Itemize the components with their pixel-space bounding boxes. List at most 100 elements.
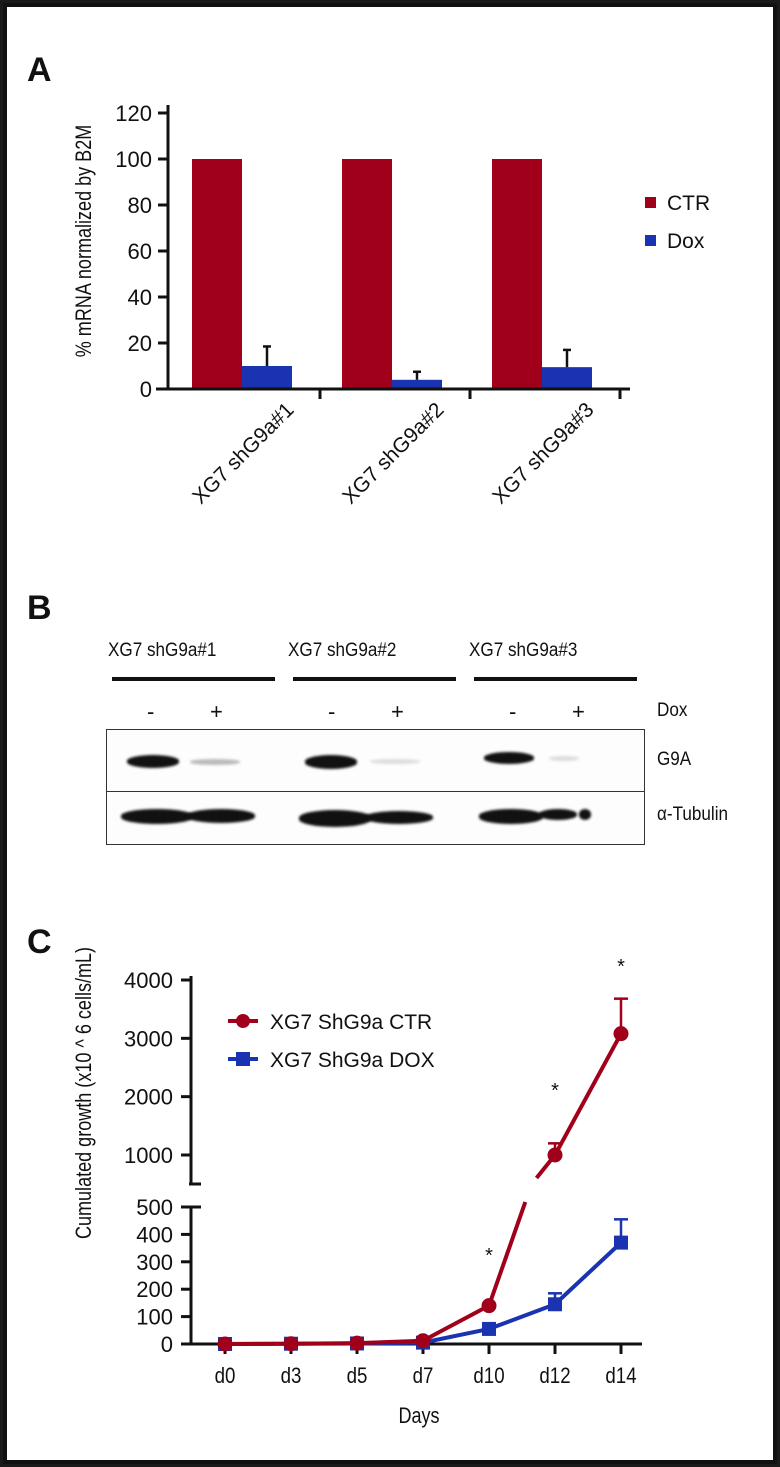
x-tick-label: d7 [413, 1365, 434, 1389]
lane-sign-5: - [509, 699, 517, 724]
significance-asterisk: * [551, 1080, 559, 1102]
legend: CTR Dox [645, 192, 710, 253]
y-tick-label: 400 [136, 1222, 173, 1247]
band [370, 759, 420, 764]
band [187, 809, 255, 823]
legend-swatch [645, 235, 656, 246]
x-tick-label: d10 [473, 1365, 504, 1389]
data-point [614, 1235, 628, 1250]
y-tick-label: 80 [128, 193, 152, 218]
significance-markers: * * * [485, 956, 625, 1267]
legend-label: CTR [667, 192, 710, 215]
y-axis-label: Cumulated growth (x10 ^ 6 cells/mL) [72, 947, 96, 1239]
bar-ctr [192, 159, 242, 389]
y-tick-label: 4000 [124, 968, 173, 993]
bar-chart-mrna: % mRNA normalized by B2M 0 20 40 60 80 100 120… [72, 101, 710, 509]
lane-sign-3: - [328, 699, 336, 724]
y-tick-label: 60 [128, 239, 152, 264]
y-tick-label: 3000 [124, 1026, 173, 1051]
legend-label: XG7 ShG9a CTR [270, 1011, 432, 1034]
legend-swatch [645, 197, 656, 208]
y-tick-label: 100 [115, 147, 152, 172]
x-tick-label: d0 [215, 1365, 236, 1389]
band [549, 756, 579, 761]
data-point [349, 1335, 365, 1351]
legend-marker [236, 1052, 250, 1066]
y-tick-label: 100 [136, 1305, 173, 1330]
y-tick-label: 200 [136, 1277, 173, 1302]
legend-marker [236, 1014, 250, 1028]
blot-group-label-2: XG7 shG9a#2 [288, 640, 397, 661]
x-axis-ticks: d0 d3 d5 d7 d10 d12 d14 [215, 1344, 637, 1388]
blot-row-tubulin [106, 791, 645, 845]
data-series [217, 997, 629, 1352]
y-tick-label: 1000 [124, 1143, 173, 1168]
x-tick-label: d14 [605, 1365, 636, 1389]
y-tick-label: 0 [140, 377, 152, 402]
lane-sign-2: + [210, 699, 223, 724]
y-tick-label: 120 [115, 101, 152, 126]
y-tick-label: 20 [128, 331, 152, 356]
band [299, 810, 371, 827]
band [579, 809, 591, 820]
x-tick-label: d5 [347, 1365, 368, 1389]
x-tick-label: d3 [281, 1365, 302, 1389]
blot-group-label-1: XG7 shG9a#1 [108, 640, 217, 661]
series-dox [218, 1218, 628, 1351]
blot-group-label-3: XG7 shG9a#3 [469, 640, 578, 661]
row-label-tubulin: α-Tubulin [657, 804, 729, 825]
significance-asterisk: * [485, 1245, 493, 1267]
data-point [547, 1147, 563, 1163]
panel-letter-a: A [27, 51, 52, 89]
panel-letter-c: C [27, 923, 52, 961]
group-underline-1 [112, 677, 275, 681]
lane-sign-4: + [391, 699, 404, 724]
y-axis-ticks: 0 20 40 60 80 100 120 [115, 101, 168, 402]
band [127, 755, 179, 768]
x-axis-label: Days [398, 1404, 439, 1428]
x-tick-label: d12 [539, 1365, 570, 1389]
bar-dox [542, 367, 592, 389]
data-point [613, 1026, 629, 1042]
data-point [415, 1333, 431, 1349]
data-point [481, 1298, 497, 1314]
figure-frame: A % mRNA normalized by B2M 0 20 40 60 80 100 1… [3, 3, 777, 1464]
significance-asterisk: * [617, 956, 625, 978]
data-point [548, 1297, 562, 1312]
y-tick-label: 40 [128, 285, 152, 310]
data-point [482, 1321, 496, 1336]
bar-dox [242, 366, 292, 389]
band [190, 759, 240, 765]
panel-letter-b: B [27, 589, 52, 627]
lane-sign-1: - [147, 699, 155, 724]
band [121, 809, 193, 824]
line-chart-growth: Cumulated growth (x10 ^ 6 cells/mL) 0100… [72, 947, 642, 1428]
y-tick-label: 500 [136, 1195, 173, 1220]
legend: XG7 ShG9a CTR XG7 ShG9a DOX [228, 1011, 435, 1072]
band [539, 809, 577, 820]
bars [192, 159, 592, 389]
group-underline-2 [293, 677, 456, 681]
band [305, 755, 357, 769]
y-tick-label: 300 [136, 1250, 173, 1275]
y-axis-label: % mRNA normalized by B2M [72, 125, 96, 358]
group-underline-3 [474, 677, 637, 681]
dox-treatment-label: Dox [657, 700, 688, 721]
band [484, 752, 534, 764]
band [365, 811, 433, 824]
band [479, 809, 543, 824]
lane-sign-6: + [572, 699, 585, 724]
bar-ctr [342, 159, 392, 389]
row-label-g9a: G9A [657, 749, 692, 770]
bar-dox [392, 379, 442, 389]
legend-label: XG7 ShG9a DOX [270, 1049, 435, 1072]
series-ctr [217, 997, 629, 1352]
data-point [217, 1336, 233, 1352]
y-tick-label: 2000 [124, 1085, 173, 1110]
axes [156, 105, 630, 399]
bar-ctr [492, 159, 542, 389]
data-point [283, 1336, 299, 1352]
legend-label: Dox [667, 230, 705, 253]
y-tick-label: 0 [161, 1332, 173, 1357]
